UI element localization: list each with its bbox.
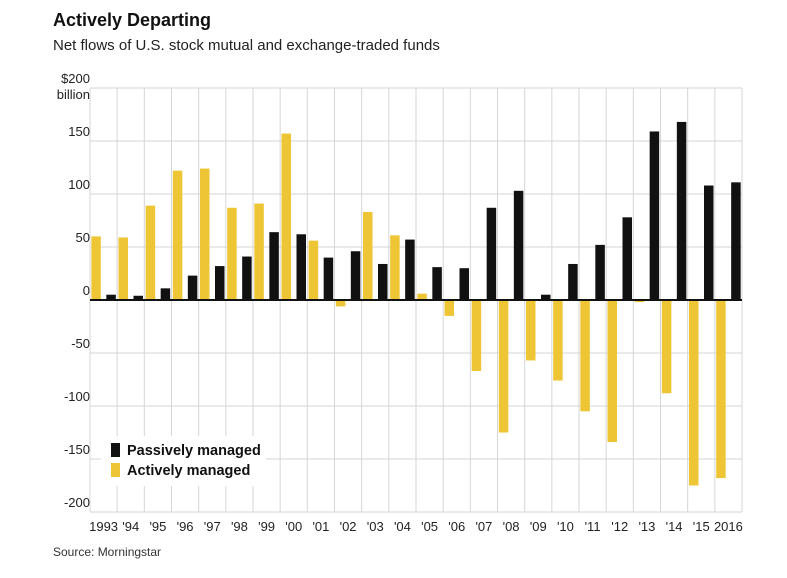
- x-tick-label: '94: [122, 519, 139, 534]
- legend: Passively managed Actively managed: [101, 436, 266, 486]
- x-tick-label: '11: [585, 519, 601, 534]
- axis-layer: $200 150 100 50 0 -50 -100 -150 -200 billion 1993 '…: [57, 71, 743, 534]
- bar-passively-managed: [432, 267, 442, 300]
- y-tick-label: -200: [64, 495, 90, 510]
- x-tick-label: '09: [530, 519, 547, 534]
- bars-layer: [91, 121, 741, 486]
- bar-passively-managed: [568, 263, 578, 300]
- y-tick-label: 50: [76, 230, 90, 245]
- bar-passively-managed: [133, 295, 143, 300]
- x-tick-label: '00: [285, 519, 302, 534]
- x-tick-label: 1993: [89, 519, 118, 534]
- bar-passively-managed: [242, 256, 252, 300]
- x-tick-label: '04: [394, 519, 411, 534]
- y-tick-label: -150: [64, 442, 90, 457]
- bar-passively-managed: [622, 217, 632, 300]
- y-unit-label: billion: [57, 87, 90, 102]
- source-note: Source: Morningstar: [53, 545, 162, 559]
- x-tick-label: '02: [340, 519, 357, 534]
- x-tick-label: '14: [666, 519, 683, 534]
- bar-actively-managed: [689, 300, 699, 486]
- bar-passively-managed: [187, 275, 198, 300]
- bar-actively-managed: [526, 300, 536, 361]
- bar-actively-managed: [335, 300, 346, 307]
- y-tick-label: -100: [64, 389, 90, 404]
- x-tick-label: '98: [231, 519, 248, 534]
- bar-passively-managed: [513, 190, 524, 300]
- bar-actively-managed: [390, 235, 400, 300]
- legend-label-active: Actively managed: [127, 463, 250, 479]
- bar-actively-managed: [118, 237, 128, 300]
- bar-actively-managed: [417, 293, 427, 300]
- bar-passively-managed: [350, 251, 361, 300]
- x-tick-label: '03: [367, 519, 384, 534]
- bar-actively-managed: [661, 300, 672, 394]
- x-tick-label: '12: [611, 519, 628, 534]
- legend-swatch-active: [111, 463, 120, 477]
- x-tick-label: '07: [475, 519, 492, 534]
- bar-actively-managed: [634, 300, 645, 303]
- bar-actively-managed: [363, 212, 373, 300]
- x-tick-label: '97: [204, 519, 221, 534]
- bar-actively-managed: [91, 236, 101, 300]
- bar-passively-managed: [649, 131, 660, 300]
- bar-passively-managed: [459, 268, 469, 300]
- bar-passively-managed: [215, 266, 225, 300]
- bar-actively-managed: [607, 300, 617, 443]
- x-tick-label: '08: [503, 519, 520, 534]
- x-tick-label: 2016: [714, 519, 743, 534]
- bar-actively-managed: [281, 133, 291, 300]
- bar-actively-managed: [498, 300, 509, 433]
- bar-actively-managed: [580, 300, 590, 412]
- x-tick-label: '13: [638, 519, 655, 534]
- x-tick-label: '95: [149, 519, 166, 534]
- bar-actively-managed: [716, 300, 726, 479]
- bar-actively-managed: [553, 300, 563, 381]
- bar-passively-managed: [160, 288, 171, 300]
- chart-title: Actively Departing: [53, 10, 212, 30]
- y-tick-label: 0: [83, 283, 90, 298]
- bar-actively-managed: [172, 170, 183, 300]
- bar-actively-managed: [227, 207, 237, 300]
- y-tick-label: 100: [68, 177, 90, 192]
- bar-passively-managed: [486, 207, 497, 300]
- bar-actively-managed: [254, 203, 264, 300]
- bar-actively-managed: [308, 240, 319, 300]
- x-tick-label: '99: [258, 519, 275, 534]
- x-tick-label: '06: [448, 519, 465, 534]
- bar-passively-managed: [296, 234, 306, 300]
- bar-passively-managed: [595, 244, 605, 300]
- bar-passively-managed: [541, 294, 551, 300]
- bar-actively-managed: [200, 168, 210, 300]
- bar-passively-managed: [405, 239, 415, 300]
- bar-actively-managed: [145, 205, 156, 300]
- bar-passively-managed: [323, 257, 334, 300]
- x-tick-label: '96: [177, 519, 194, 534]
- y-tick-label: 150: [68, 124, 90, 139]
- bar-actively-managed: [471, 300, 482, 372]
- bar-passively-managed: [731, 182, 741, 300]
- x-tick-label: '15: [693, 519, 710, 534]
- legend-label-passive: Passively managed: [127, 443, 261, 459]
- x-tick-label: '10: [557, 519, 574, 534]
- legend-swatch-passive: [111, 443, 120, 457]
- legend-background: [101, 436, 266, 486]
- bar-passively-managed: [106, 294, 116, 300]
- y-tick-label: $200: [61, 71, 90, 86]
- y-tick-label: -50: [71, 336, 90, 351]
- x-tick-label: '01: [312, 519, 329, 534]
- bar-passively-managed: [378, 263, 388, 300]
- x-tick-label: '05: [421, 519, 438, 534]
- bar-passively-managed: [676, 121, 687, 300]
- bar-passively-managed: [704, 185, 714, 300]
- bar-passively-managed: [269, 232, 279, 300]
- chart-subtitle: Net flows of U.S. stock mutual and excha…: [53, 37, 440, 54]
- bar-actively-managed: [444, 300, 454, 316]
